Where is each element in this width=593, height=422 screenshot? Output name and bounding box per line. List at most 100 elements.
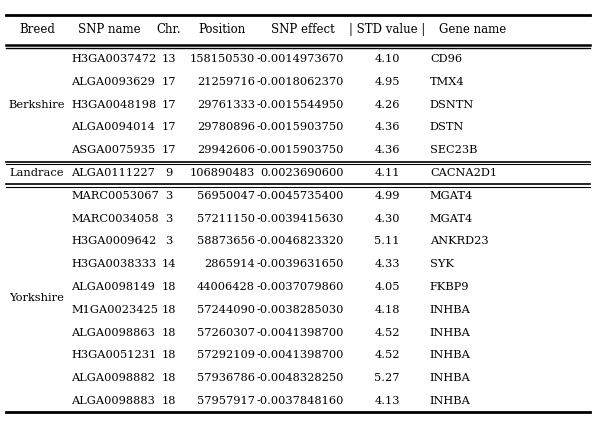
Text: 29780896: 29780896 xyxy=(197,122,255,133)
Text: -0.0015903750: -0.0015903750 xyxy=(257,145,344,155)
Text: 17: 17 xyxy=(162,122,176,133)
Text: MARC0034058: MARC0034058 xyxy=(71,214,159,224)
Text: 57936786: 57936786 xyxy=(197,373,255,383)
Text: 56950047: 56950047 xyxy=(197,191,255,201)
Text: SNP effect: SNP effect xyxy=(270,24,334,36)
Text: 18: 18 xyxy=(162,327,176,338)
Text: ALGA0098149: ALGA0098149 xyxy=(71,282,155,292)
Text: -0.0039415630: -0.0039415630 xyxy=(257,214,344,224)
Text: -0.0015544950: -0.0015544950 xyxy=(257,100,344,110)
Text: ALGA0098882: ALGA0098882 xyxy=(71,373,155,383)
Text: ANKRD23: ANKRD23 xyxy=(430,236,489,246)
Text: 57211150: 57211150 xyxy=(197,214,255,224)
Text: CACNA2D1: CACNA2D1 xyxy=(430,168,497,178)
Text: H3GA0037472: H3GA0037472 xyxy=(71,54,157,64)
Text: -0.0041398700: -0.0041398700 xyxy=(257,350,344,360)
Text: 18: 18 xyxy=(162,350,176,360)
Text: MARC0053067: MARC0053067 xyxy=(71,191,159,201)
Text: 58873656: 58873656 xyxy=(197,236,255,246)
Text: MGAT4: MGAT4 xyxy=(430,191,473,201)
Text: 17: 17 xyxy=(162,77,176,87)
Text: TMX4: TMX4 xyxy=(430,77,464,87)
Text: 0.0023690600: 0.0023690600 xyxy=(260,168,344,178)
Text: H3GA0048198: H3GA0048198 xyxy=(71,100,157,110)
Text: 5.27: 5.27 xyxy=(374,373,400,383)
Text: -0.0048328250: -0.0048328250 xyxy=(257,373,344,383)
Text: INHBA: INHBA xyxy=(430,305,471,315)
Text: 57260307: 57260307 xyxy=(197,327,255,338)
Text: 5.11: 5.11 xyxy=(374,236,400,246)
Text: 3: 3 xyxy=(165,236,173,246)
Text: 29942606: 29942606 xyxy=(197,145,255,155)
Text: 158150530: 158150530 xyxy=(190,54,255,64)
Text: 57292109: 57292109 xyxy=(197,350,255,360)
Text: 57957917: 57957917 xyxy=(197,396,255,406)
Text: Landrace: Landrace xyxy=(9,168,64,178)
Text: 4.30: 4.30 xyxy=(374,214,400,224)
Text: 17: 17 xyxy=(162,100,176,110)
Text: 14: 14 xyxy=(162,259,176,269)
Text: Position: Position xyxy=(199,24,246,36)
Text: INHBA: INHBA xyxy=(430,327,471,338)
Text: INHBA: INHBA xyxy=(430,350,471,360)
Text: ASGA0075935: ASGA0075935 xyxy=(71,145,155,155)
Text: 21259716: 21259716 xyxy=(197,77,255,87)
Text: 4.11: 4.11 xyxy=(374,168,400,178)
Text: 9: 9 xyxy=(165,168,173,178)
Text: DSTN: DSTN xyxy=(430,122,464,133)
Text: H3GA0038333: H3GA0038333 xyxy=(71,259,157,269)
Text: ALGA0094014: ALGA0094014 xyxy=(71,122,155,133)
Text: Breed: Breed xyxy=(19,24,55,36)
Text: FKBP9: FKBP9 xyxy=(430,282,470,292)
Text: Gene name: Gene name xyxy=(439,24,506,36)
Text: | STD value |: | STD value | xyxy=(349,24,425,36)
Text: 18: 18 xyxy=(162,373,176,383)
Text: 2865914: 2865914 xyxy=(204,259,255,269)
Text: -0.0015903750: -0.0015903750 xyxy=(257,122,344,133)
Text: MGAT4: MGAT4 xyxy=(430,214,473,224)
Text: 18: 18 xyxy=(162,305,176,315)
Text: -0.0041398700: -0.0041398700 xyxy=(257,327,344,338)
Text: -0.0018062370: -0.0018062370 xyxy=(257,77,344,87)
Text: 44006428: 44006428 xyxy=(197,282,255,292)
Text: 4.36: 4.36 xyxy=(374,145,400,155)
Text: SEC23B: SEC23B xyxy=(430,145,477,155)
Text: 4.05: 4.05 xyxy=(374,282,400,292)
Text: -0.0045735400: -0.0045735400 xyxy=(257,191,344,201)
Text: -0.0046823320: -0.0046823320 xyxy=(257,236,344,246)
Text: 3: 3 xyxy=(165,191,173,201)
Text: 106890483: 106890483 xyxy=(190,168,255,178)
Text: 18: 18 xyxy=(162,396,176,406)
Text: 13: 13 xyxy=(162,54,176,64)
Text: Chr.: Chr. xyxy=(157,24,181,36)
Text: Yorkshire: Yorkshire xyxy=(9,293,64,303)
Text: 4.52: 4.52 xyxy=(374,327,400,338)
Text: Berkshire: Berkshire xyxy=(8,100,65,110)
Text: DSNTN: DSNTN xyxy=(430,100,474,110)
Text: -0.0037848160: -0.0037848160 xyxy=(257,396,344,406)
Text: CD96: CD96 xyxy=(430,54,462,64)
Text: INHBA: INHBA xyxy=(430,396,471,406)
Text: 4.26: 4.26 xyxy=(374,100,400,110)
Text: 3: 3 xyxy=(165,214,173,224)
Text: 4.95: 4.95 xyxy=(374,77,400,87)
Text: ALGA0098883: ALGA0098883 xyxy=(71,396,155,406)
Text: H3GA0051231: H3GA0051231 xyxy=(71,350,157,360)
Text: -0.0014973670: -0.0014973670 xyxy=(257,54,344,64)
Text: 4.18: 4.18 xyxy=(374,305,400,315)
Text: ALGA0111227: ALGA0111227 xyxy=(71,168,155,178)
Text: H3GA0009642: H3GA0009642 xyxy=(71,236,157,246)
Text: -0.0037079860: -0.0037079860 xyxy=(257,282,344,292)
Text: -0.0039631650: -0.0039631650 xyxy=(257,259,344,269)
Text: 4.52: 4.52 xyxy=(374,350,400,360)
Text: ALGA0093629: ALGA0093629 xyxy=(71,77,155,87)
Text: 17: 17 xyxy=(162,145,176,155)
Text: ALGA0098863: ALGA0098863 xyxy=(71,327,155,338)
Text: INHBA: INHBA xyxy=(430,373,471,383)
Text: SYK: SYK xyxy=(430,259,454,269)
Text: 4.10: 4.10 xyxy=(374,54,400,64)
Text: 29761333: 29761333 xyxy=(197,100,255,110)
Text: M1GA0023425: M1GA0023425 xyxy=(71,305,158,315)
Text: 4.36: 4.36 xyxy=(374,122,400,133)
Text: SNP name: SNP name xyxy=(78,24,141,36)
